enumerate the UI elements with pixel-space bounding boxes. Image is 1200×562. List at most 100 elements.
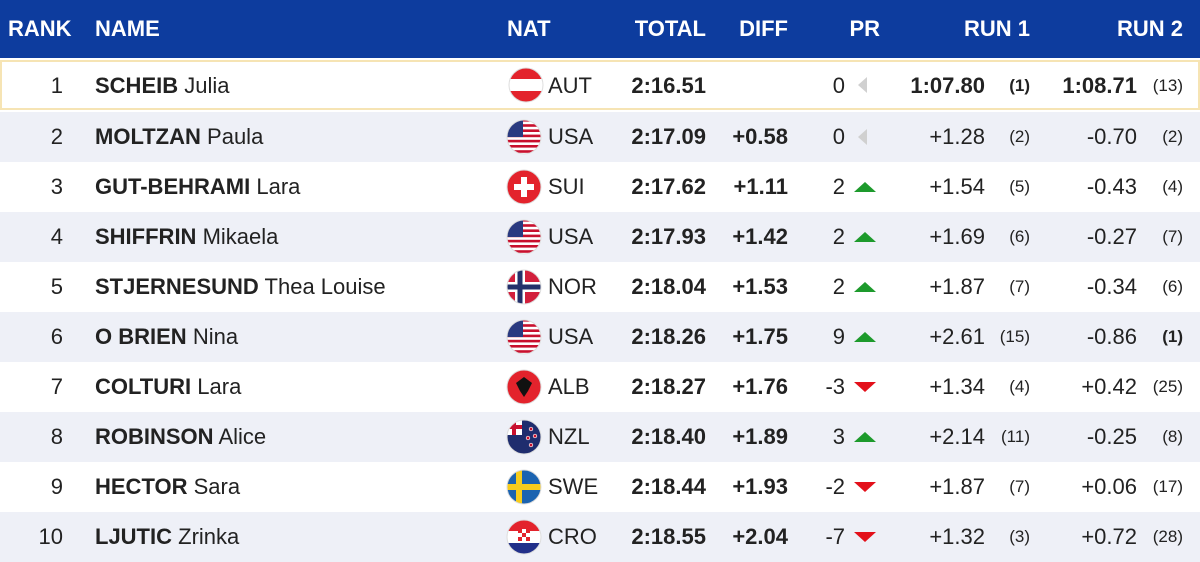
run1-rank-cell: (7) (1009, 477, 1030, 496)
run1-rank-cell: (7) (1009, 277, 1030, 296)
run2-rank-cell: (13) (1152, 76, 1183, 95)
flag-border (506, 519, 542, 555)
arrow-up (854, 232, 876, 242)
header-cell: DIFF (739, 16, 788, 41)
flag-part (522, 529, 526, 533)
trend-arrow (854, 282, 876, 292)
flag (507, 270, 541, 304)
flag-part (507, 350, 541, 353)
flag-part (507, 224, 541, 227)
rank-cell: 8 (50, 424, 63, 449)
flag-part (507, 245, 541, 248)
arrow-same (858, 129, 867, 145)
pr-cell: 3 (832, 424, 845, 449)
run2-cell: +0.72 (1081, 524, 1137, 549)
run2-cell: -0.25 (1086, 424, 1137, 449)
nation-cell: CRO (548, 524, 597, 549)
flag-part (525, 435, 531, 441)
run1-cell: 1:07.80 (910, 73, 985, 98)
header-cell: RUN 2 (1116, 16, 1183, 41)
flag-border (506, 369, 542, 405)
flag-icon (506, 269, 542, 305)
flag-border (506, 169, 542, 205)
header-cell: RUN 1 (963, 16, 1030, 41)
flag (507, 370, 541, 404)
last-name: SCHEIB (95, 73, 179, 98)
name-cell: SHIFFRIN Mikaela (95, 212, 278, 262)
run1-cell: +1.69 (929, 224, 985, 249)
first-name: Lara (197, 374, 242, 399)
flag-icon (506, 169, 542, 205)
flag-part (507, 120, 523, 137)
total-cell: 2:17.62 (631, 174, 706, 199)
rank-cell: 4 (50, 224, 63, 249)
flag-part (526, 533, 530, 537)
rank-cell: 5 (50, 274, 63, 299)
arrow-up (854, 282, 876, 292)
flag-part (507, 250, 541, 253)
nation-cell: USA (548, 124, 594, 149)
name-cell: STJERNESUND Thea Louise (95, 262, 386, 312)
nation-cell: USA (548, 224, 594, 249)
total-cell: 2:16.51 (631, 73, 706, 98)
last-name: LJUTIC (95, 524, 172, 549)
rank-cell: 6 (50, 324, 63, 349)
header-cell: NAT (507, 16, 551, 41)
first-name: Mikaela (202, 224, 279, 249)
last-name: COLTURI (95, 374, 192, 399)
run2-rank-cell: (2) (1162, 127, 1183, 146)
total-cell: 2:17.09 (631, 124, 706, 149)
flag-part (507, 329, 541, 332)
run1-cell: +1.34 (929, 374, 985, 399)
pr-cell: 2 (832, 224, 845, 249)
flag-part (507, 543, 541, 554)
run1-rank-cell: (2) (1009, 127, 1030, 146)
flag-part (507, 145, 541, 148)
flag-part (507, 324, 541, 327)
pr-cell: 2 (832, 274, 845, 299)
trend-arrow (854, 432, 876, 442)
flag-border (506, 119, 542, 155)
flag-part (528, 442, 534, 448)
flag-part (507, 229, 541, 232)
run2-cell: -0.70 (1086, 124, 1137, 149)
first-name: Alice (218, 424, 267, 449)
table-row: 3 GUT-BEHRAMI Lara SUI 2:17.62 +1.11 2 +1.54 (5… (0, 162, 1200, 212)
flag-part (507, 134, 541, 138)
flag-icon (506, 369, 542, 405)
pr-cell: 0 (832, 73, 845, 98)
last-name: HECTOR (95, 474, 188, 499)
flag (507, 520, 541, 554)
run2-rank-cell: (8) (1162, 427, 1183, 446)
flag-part (507, 124, 541, 127)
diff-cell: +1.89 (732, 424, 788, 449)
table-row: 2 MOLTZAN Paula USA 2:17.09 +0.58 0 +1.28 (2) -0… (0, 112, 1200, 162)
rank-cell: 10 (38, 524, 63, 549)
total-cell: 2:18.55 (631, 524, 706, 549)
nation-cell: AUT (548, 73, 592, 98)
first-name: Sara (193, 474, 241, 499)
arrow-same (858, 77, 867, 93)
name-cell: SCHEIB Julia (95, 62, 230, 110)
rank-cell: 3 (50, 174, 63, 199)
flag-part (522, 533, 526, 537)
flag-part (507, 284, 541, 290)
header-cell: NAME (95, 16, 160, 41)
total-cell: 2:18.27 (631, 374, 706, 399)
flag-icon (506, 319, 542, 355)
run1-rank-cell: (15) (999, 327, 1030, 346)
flag-icon (506, 119, 542, 155)
flag-part (522, 537, 526, 541)
rank-cell: 7 (50, 374, 63, 399)
header-cell: TOTAL (634, 16, 706, 41)
last-name: STJERNESUND (95, 274, 259, 299)
total-cell: 2:18.04 (631, 274, 706, 299)
trend-arrow (858, 77, 867, 93)
trend-arrow (858, 129, 867, 145)
run2-cell: -0.86 (1086, 324, 1137, 349)
nation-cell: USA (548, 324, 594, 349)
pr-cell: 0 (832, 124, 845, 149)
last-name: MOLTZAN (95, 124, 201, 149)
flag (507, 220, 541, 254)
